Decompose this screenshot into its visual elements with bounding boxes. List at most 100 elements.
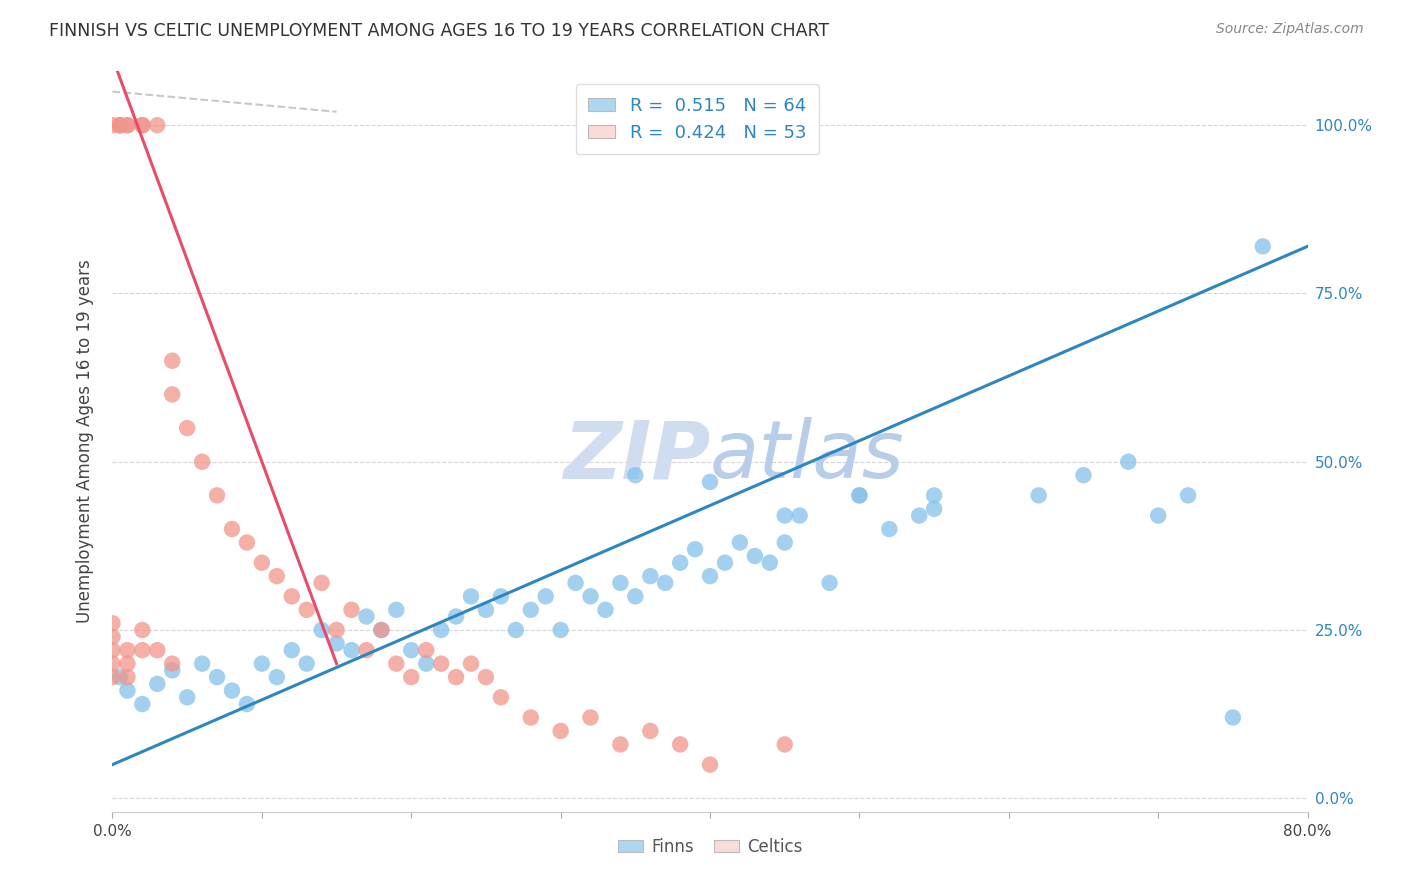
Point [848, 488, 870, 502]
Point [385, 603, 408, 617]
Text: atlas: atlas [710, 417, 905, 495]
Point [789, 508, 811, 523]
Point [176, 690, 198, 705]
Point [699, 569, 721, 583]
Point [236, 535, 259, 549]
Point [415, 657, 437, 671]
Point [101, 616, 124, 631]
Point [714, 556, 737, 570]
Point [579, 710, 602, 724]
Point [108, 118, 131, 132]
Point [176, 421, 198, 435]
Point [146, 643, 169, 657]
Point [131, 643, 153, 657]
Point [295, 603, 318, 617]
Point [401, 670, 423, 684]
Text: Source: ZipAtlas.com: Source: ZipAtlas.com [1216, 22, 1364, 37]
Point [699, 475, 721, 489]
Point [131, 623, 153, 637]
Legend: Finns, Celtics: Finns, Celtics [612, 831, 808, 863]
Point [609, 575, 631, 590]
Point [162, 353, 183, 368]
Point [340, 603, 363, 617]
Point [759, 556, 782, 570]
Point [922, 488, 945, 502]
Point [654, 575, 676, 590]
Point [401, 643, 423, 657]
Point [505, 623, 527, 637]
Point [370, 623, 392, 637]
Point [108, 118, 131, 132]
Point [146, 118, 169, 132]
Point [624, 468, 647, 483]
Point [818, 575, 841, 590]
Point [640, 569, 662, 583]
Point [325, 636, 347, 650]
Point [728, 535, 751, 549]
Point [370, 623, 392, 637]
Point [295, 657, 318, 671]
Point [117, 683, 139, 698]
Point [609, 738, 631, 752]
Point [879, 522, 901, 536]
Point [101, 643, 124, 657]
Point [534, 590, 557, 604]
Point [624, 590, 647, 604]
Point [117, 118, 139, 132]
Point [1073, 468, 1095, 483]
Point [460, 657, 482, 671]
Point [162, 664, 183, 678]
Point [385, 657, 408, 671]
Point [699, 757, 721, 772]
Point [773, 535, 796, 549]
Point [640, 723, 662, 738]
Point [669, 556, 692, 570]
Point [281, 643, 304, 657]
Point [266, 569, 288, 583]
Point [430, 623, 453, 637]
Point [595, 603, 617, 617]
Point [131, 697, 153, 711]
Point [773, 508, 796, 523]
Point [669, 738, 692, 752]
Point [205, 488, 228, 502]
Point [1251, 239, 1274, 253]
Point [101, 630, 124, 644]
Point [340, 643, 363, 657]
Point [415, 643, 437, 657]
Point [1222, 710, 1244, 724]
Point [117, 643, 139, 657]
Point [1147, 508, 1170, 523]
Point [356, 643, 378, 657]
Point [579, 590, 602, 604]
Point [117, 657, 139, 671]
Point [131, 118, 153, 132]
Point [550, 623, 572, 637]
Point [489, 590, 512, 604]
Point [221, 683, 243, 698]
Point [101, 118, 124, 132]
Point [311, 623, 333, 637]
Text: FINNISH VS CELTIC UNEMPLOYMENT AMONG AGES 16 TO 19 YEARS CORRELATION CHART: FINNISH VS CELTIC UNEMPLOYMENT AMONG AGE… [49, 22, 830, 40]
Point [356, 609, 378, 624]
Y-axis label: Unemployment Among Ages 16 to 19 years: Unemployment Among Ages 16 to 19 years [76, 260, 94, 624]
Point [117, 670, 139, 684]
Point [848, 488, 870, 502]
Point [550, 723, 572, 738]
Point [191, 455, 214, 469]
Point [564, 575, 586, 590]
Point [101, 670, 124, 684]
Point [922, 501, 945, 516]
Point [146, 677, 169, 691]
Point [221, 522, 243, 536]
Point [475, 603, 498, 617]
Point [520, 603, 543, 617]
Point [489, 690, 512, 705]
Point [1118, 455, 1140, 469]
Point [520, 710, 543, 724]
Point [1177, 488, 1199, 502]
Text: ZIP: ZIP [562, 417, 710, 495]
Point [1028, 488, 1050, 502]
Point [444, 670, 467, 684]
Point [108, 118, 131, 132]
